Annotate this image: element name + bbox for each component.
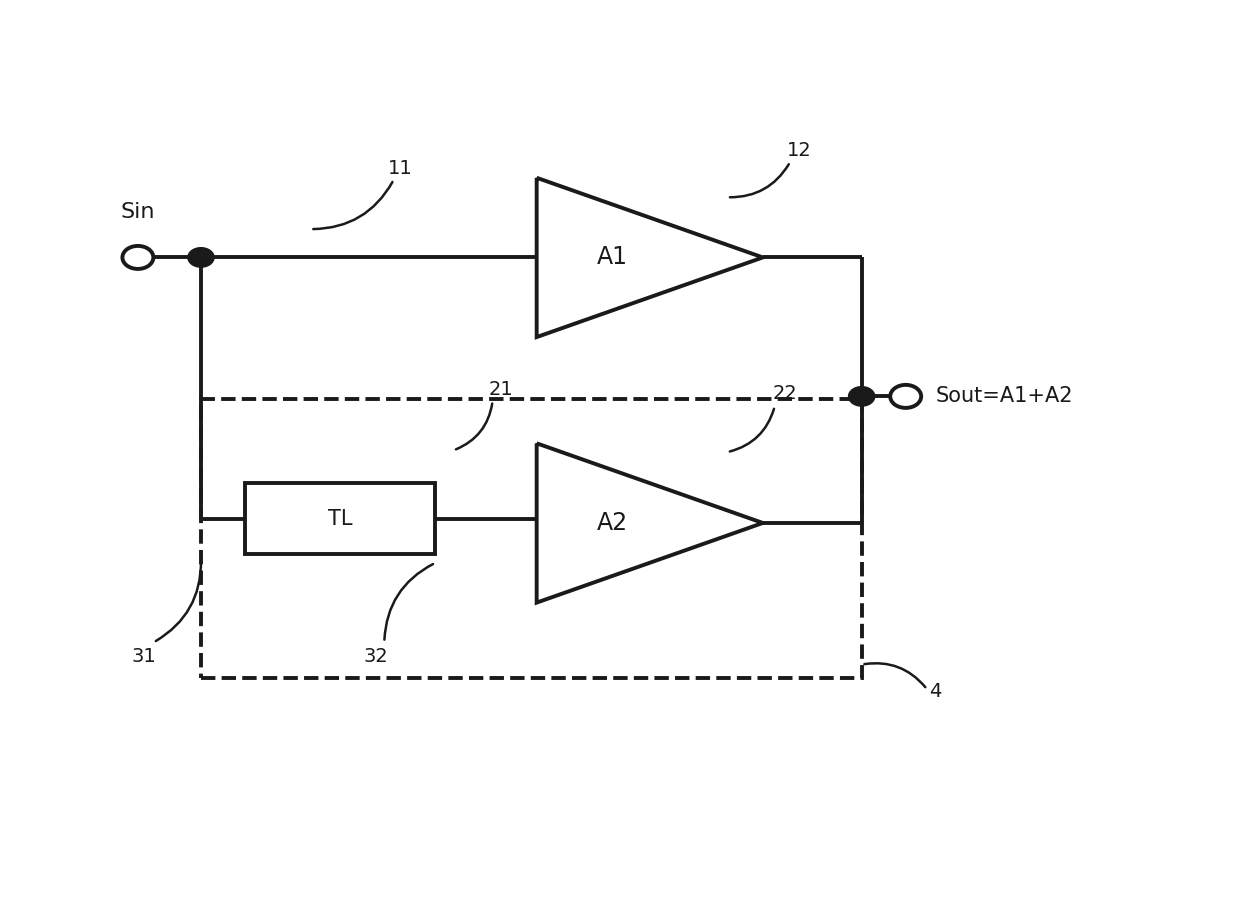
Text: 11: 11 [388, 159, 413, 178]
Text: TL: TL [329, 509, 352, 528]
Bar [246, 483, 435, 554]
Text: 21: 21 [489, 380, 513, 399]
Text: 12: 12 [786, 141, 811, 160]
Circle shape [123, 246, 154, 269]
Bar [201, 399, 862, 678]
Text: 31: 31 [131, 647, 156, 666]
Text: A1: A1 [596, 245, 627, 269]
Text: 32: 32 [363, 647, 388, 666]
Circle shape [890, 384, 921, 408]
Text: Sout=A1+A2: Sout=A1+A2 [935, 386, 1073, 407]
Text: A2: A2 [596, 511, 627, 535]
Text: Sin: Sin [120, 202, 155, 222]
Circle shape [188, 248, 215, 267]
Text: 4: 4 [930, 681, 942, 701]
Text: 22: 22 [773, 384, 797, 404]
Circle shape [848, 386, 874, 406]
